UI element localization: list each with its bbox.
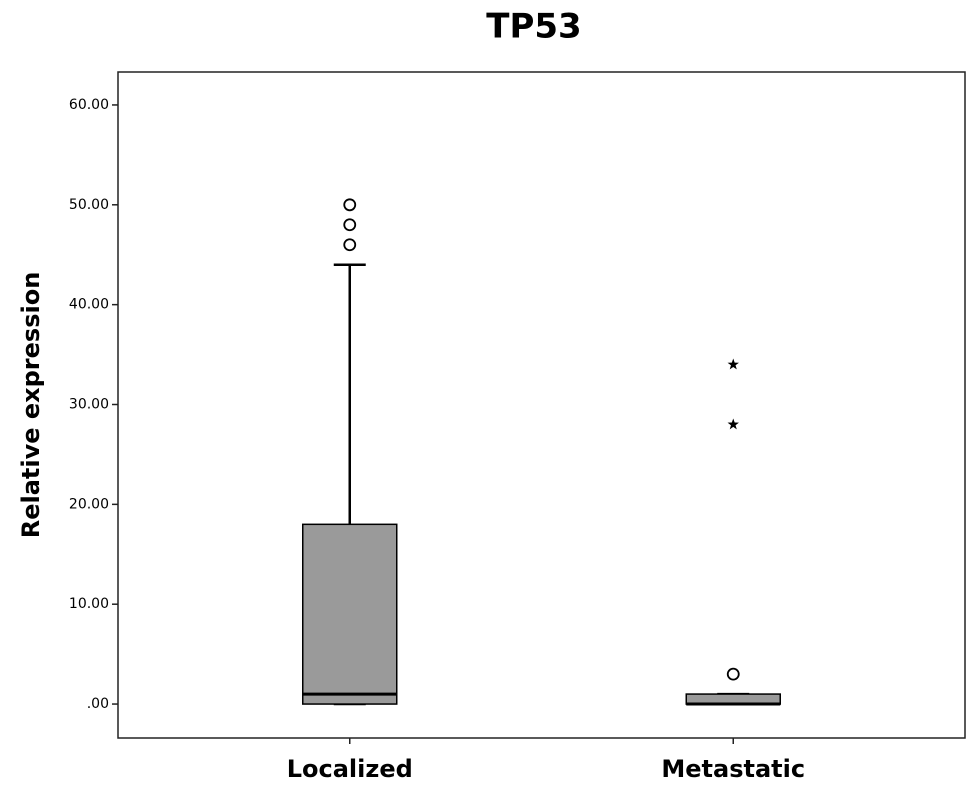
outlier [343,238,357,252]
plot-frame [117,71,966,739]
outlier [343,218,357,232]
y-tick-label: 60.00 [69,97,109,113]
y-axis-label: Relative expression [17,272,45,539]
outlier [343,198,357,212]
x-tick-label: Metastatic [661,755,805,783]
y-tick-label: 30.00 [69,397,109,413]
y-tick-label: 10.00 [69,596,109,612]
box [302,523,398,705]
y-tick-label: 20.00 [69,496,109,512]
extreme [727,358,739,370]
x-tick-label: Localized [287,755,413,783]
y-tick-label: .00 [87,696,109,712]
outlier [726,667,740,681]
y-tick-label: 40.00 [69,297,109,313]
extreme [727,418,739,430]
chart-title: TP53 [486,7,581,47]
y-tick-label: 50.00 [69,197,109,213]
